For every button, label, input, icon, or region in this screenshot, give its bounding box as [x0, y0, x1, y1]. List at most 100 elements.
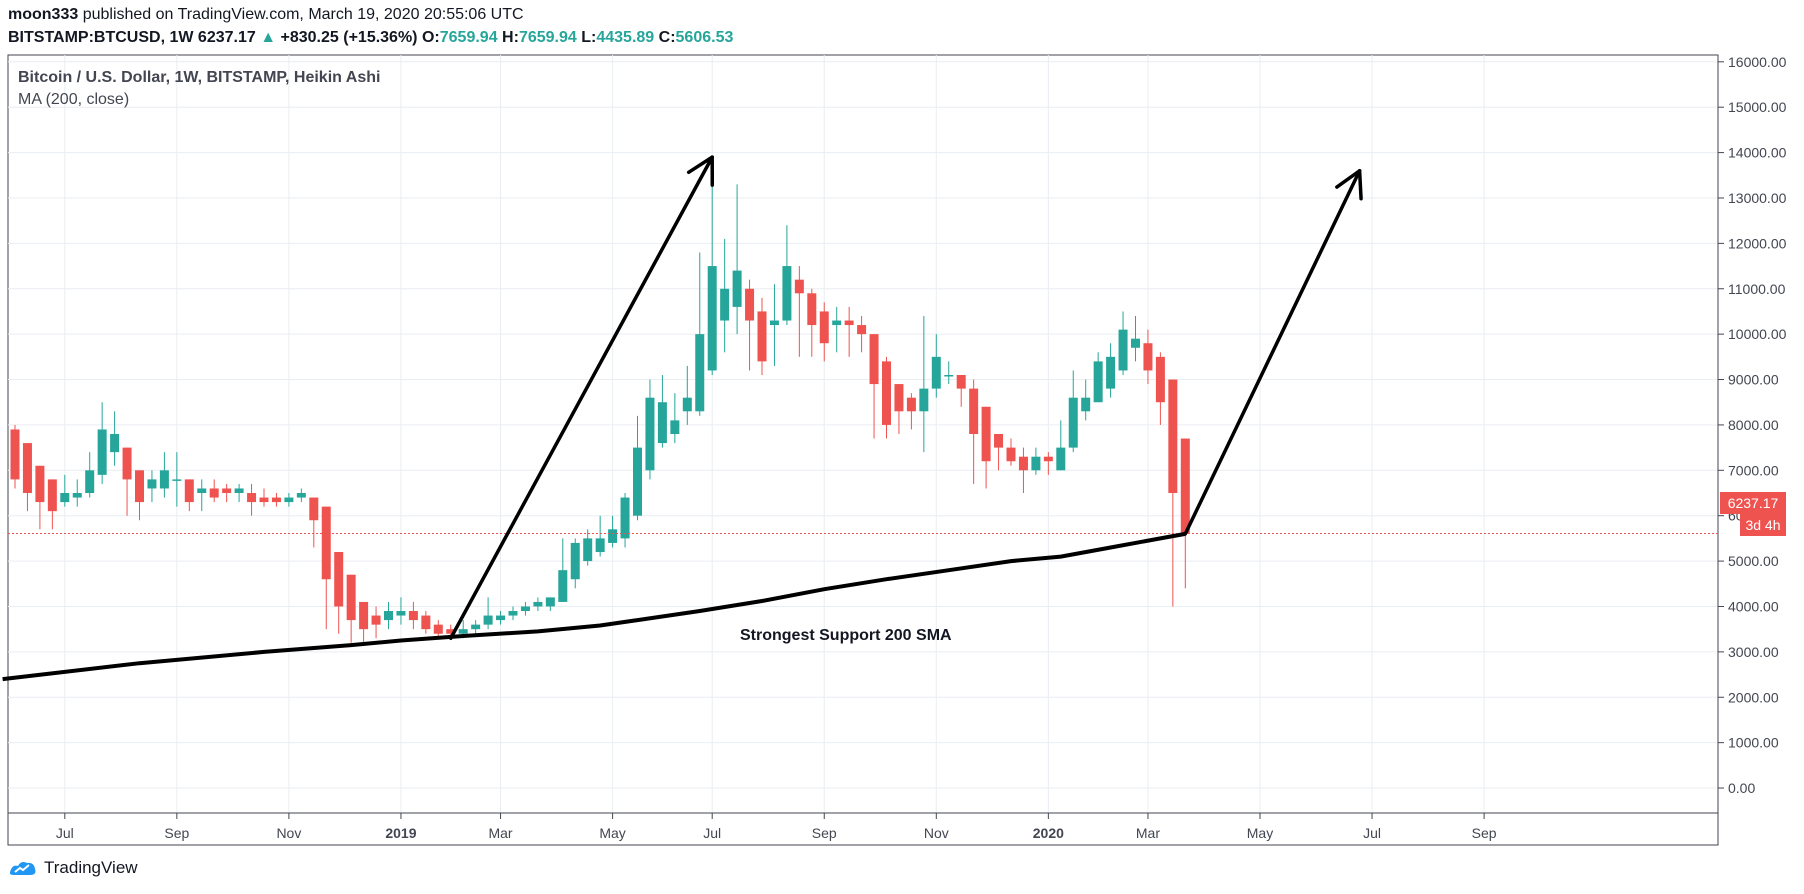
x-tick-label: Sep: [812, 825, 837, 841]
candle-body: [1180, 438, 1190, 534]
footer-brand-text: TradingView: [44, 858, 138, 877]
candle-body: [296, 493, 306, 498]
candle-body: [122, 447, 132, 480]
candle-body: [234, 488, 244, 494]
candle-body: [446, 629, 456, 634]
y-tick-label: 4000.00: [1728, 598, 1779, 614]
support-annotation: Strongest Support 200 SMA: [740, 627, 952, 644]
candle-body: [384, 611, 393, 621]
x-tick-label: Mar: [1136, 825, 1160, 841]
candle-body: [135, 470, 144, 503]
open-label: O:: [421, 29, 440, 46]
candle-body: [1106, 356, 1116, 389]
x-tick-label: 2019: [385, 825, 416, 841]
candle-body: [22, 443, 32, 494]
x-tick-label: Mar: [488, 825, 512, 841]
candle-body: [421, 615, 431, 630]
candle-body: [794, 279, 804, 294]
legend-title[interactable]: Bitcoin / U.S. Dollar, 1W, BITSTAMP, Hei…: [18, 69, 380, 86]
low-label: L:: [581, 29, 597, 46]
candle-body: [707, 266, 717, 371]
candle-body: [608, 529, 618, 543]
candle-body: [1168, 379, 1178, 494]
candle-body: [1155, 356, 1165, 403]
low-value: 4435.89: [596, 29, 655, 46]
y-tick-label: 5000.00: [1728, 553, 1779, 569]
candle-body: [745, 288, 755, 321]
candle-body: [931, 356, 941, 389]
x-tick-label: Nov: [276, 825, 301, 841]
up-triangle-icon: ▲: [260, 29, 277, 46]
close-label: C:: [658, 29, 676, 46]
y-tick-label: 13000.00: [1728, 190, 1787, 206]
tradingview-logo-icon: [9, 862, 36, 875]
candle-body: [1056, 447, 1066, 471]
symbol-info: BITSTAMP:BTCUSD, 1W 6237.17 ▲ +830.25 (+…: [8, 29, 733, 47]
time-axis[interactable]: Jul Sep Nov 2019 Mar May Jul Sep Nov 2020 Mar May Ju…: [8, 812, 1718, 841]
footer-brand[interactable]: TradingView: [8, 858, 138, 878]
price-label-value: 6237.17: [1728, 495, 1779, 511]
candle-body: [1081, 397, 1091, 412]
candle-body: [720, 288, 730, 321]
candle-body: [72, 493, 82, 498]
candle-body: [110, 434, 120, 453]
candle-body: [583, 538, 593, 562]
candle-body: [645, 397, 655, 471]
candle-body: [209, 488, 219, 498]
y-tick-label: 15000.00: [1728, 99, 1787, 115]
x-tick-label: Jul: [1363, 825, 1381, 841]
candle-body: [359, 601, 369, 630]
arrow-head: [686, 155, 715, 187]
legend-ma[interactable]: MA (200, close): [18, 91, 129, 108]
candle-body: [309, 497, 319, 521]
candle-body: [1093, 361, 1103, 403]
candle-body: [508, 611, 518, 616]
candle-body: [408, 611, 418, 621]
ma-200-line: [2, 531, 1186, 682]
candle-body: [334, 552, 344, 607]
candle-body: [184, 479, 194, 503]
candle-body: [981, 406, 991, 462]
candle-body: [10, 429, 20, 480]
candle-body: [757, 311, 767, 362]
candle-body: [944, 374, 954, 377]
x-tick-label: Jul: [703, 825, 721, 841]
x-tick-label: Nov: [924, 825, 949, 841]
candle-body: [471, 624, 481, 630]
candle-body: [969, 388, 979, 434]
candle-body: [620, 497, 630, 539]
candle-body: [570, 542, 580, 580]
candle-body: [284, 497, 294, 503]
x-tick-label: Sep: [164, 825, 189, 841]
publisher-name[interactable]: moon333: [8, 6, 79, 23]
price-label-countdown: 3d 4h: [1745, 517, 1780, 533]
candle-body: [657, 402, 667, 444]
candle-body: [769, 320, 779, 326]
x-tick-label: Sep: [1472, 825, 1497, 841]
candle-body: [520, 606, 530, 612]
candle-body: [97, 429, 107, 475]
chart-grid: [8, 55, 1718, 813]
x-tick-label: May: [1247, 825, 1273, 841]
candle-body: [47, 479, 57, 512]
drawing-arrows: [449, 155, 1363, 641]
high-value: 7659.94: [518, 29, 577, 46]
price-axis[interactable]: 16000.00 15000.00 14000.00 13000.00 12000.00…: [1717, 54, 1787, 845]
candle-body: [1031, 456, 1041, 471]
candle-body: [35, 465, 45, 503]
candle-body: [247, 493, 257, 503]
candle-body: [807, 293, 817, 326]
candle-body: [1068, 397, 1078, 448]
candle-body: [595, 538, 605, 553]
y-tick-label: 14000.00: [1728, 145, 1787, 161]
candle-body: [197, 488, 207, 494]
publish-info: moon333 published on TradingView.com, Ma…: [8, 6, 524, 24]
candle-body: [670, 420, 680, 434]
price-label-tag: 6237.17 3d 4h: [1720, 492, 1786, 536]
candle-body: [782, 266, 792, 321]
candle-body: [894, 384, 904, 412]
candle-body: [222, 488, 232, 494]
candlestick-series: [10, 157, 1190, 643]
close-value: 5606.53: [675, 29, 734, 46]
